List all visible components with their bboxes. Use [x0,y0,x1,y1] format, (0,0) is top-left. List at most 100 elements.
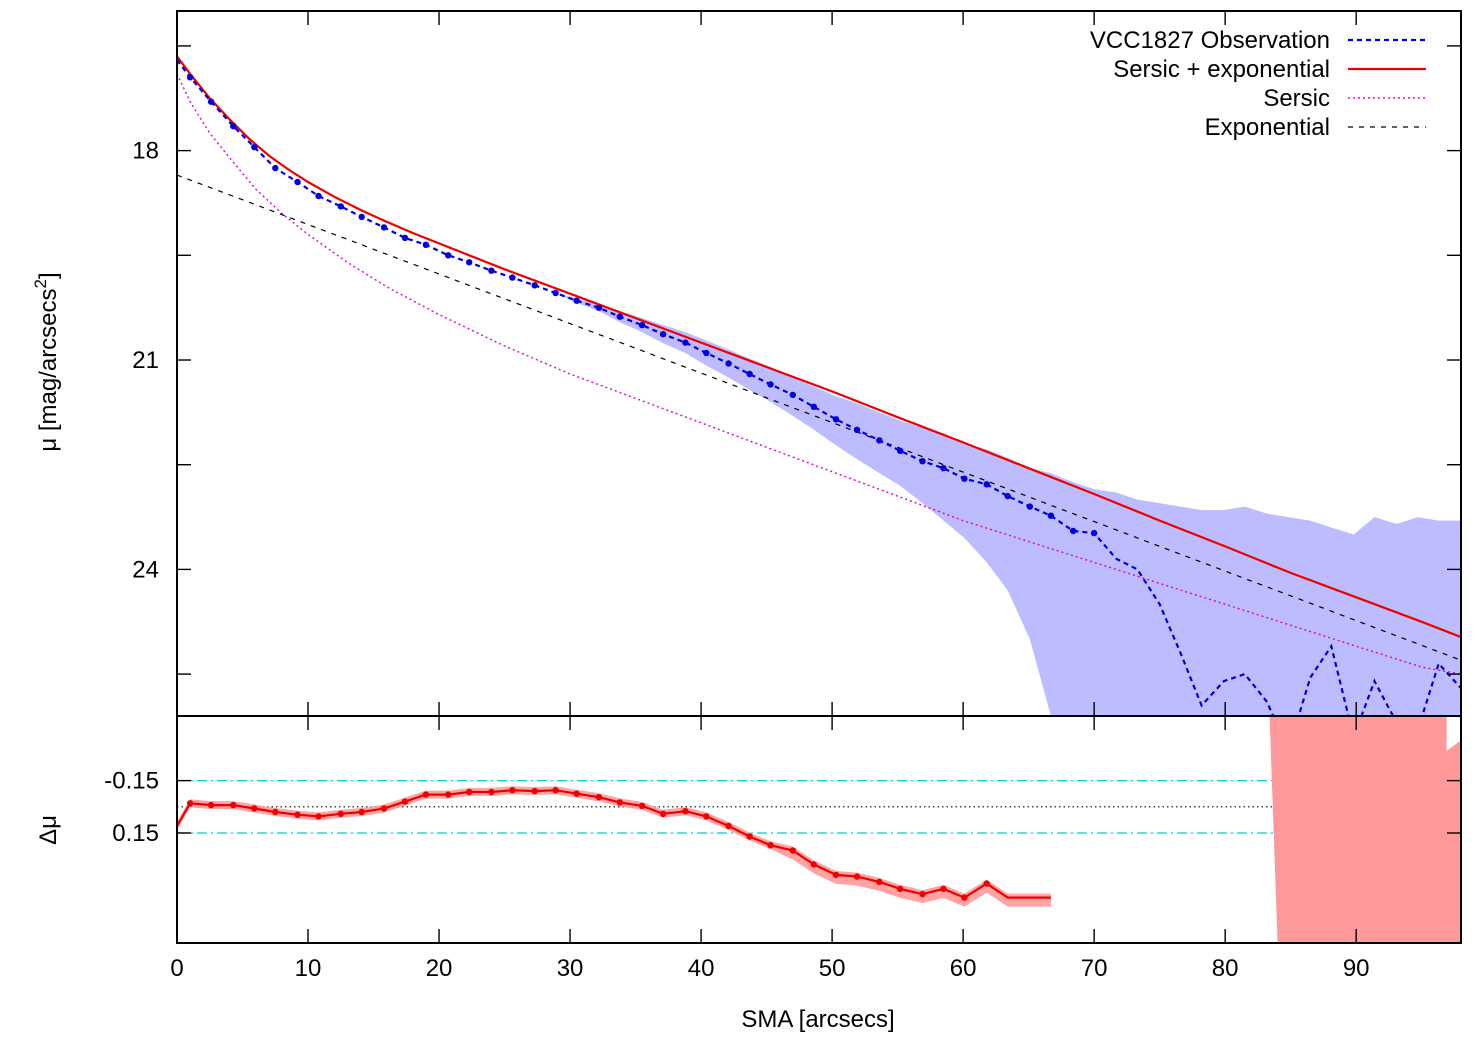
legend-label: VCC1827 Observation [1090,27,1330,54]
observation-point [961,475,968,482]
residual-y-axis-title: Δμ [35,815,62,845]
observation-point [767,381,774,388]
observation-point [337,203,344,210]
residual-point [853,873,861,880]
exponential-line [177,174,1461,661]
residual-point [380,805,388,812]
observation-point [919,458,926,465]
legend-label: Sersic [1263,85,1330,112]
x-tick-label: 50 [819,955,846,982]
observation-point [725,360,732,367]
observation-point [380,224,388,231]
observation-point [401,234,409,242]
observation-point [531,282,538,289]
main-y-tick-label: 18 [132,138,159,165]
observation-point [876,437,883,444]
residual-point [876,878,883,886]
observation-point [1004,492,1011,500]
observation-point [703,349,710,357]
residual-point [509,787,516,794]
observation-uncertainty-band [177,59,1461,716]
x-tick-label: 0 [170,955,183,982]
observation-point [186,74,194,81]
residual-point [552,787,559,794]
observation-point [832,416,840,423]
residual-point [294,811,301,818]
observation-point [509,274,516,281]
residual-point [810,861,817,868]
x-tick-label: 30 [557,955,584,982]
observation-point [853,426,861,433]
observation-point [488,267,495,274]
observation-point [638,321,646,329]
x-tick-label: 90 [1343,955,1370,982]
main-plot-area [177,55,1461,716]
legend-label: Exponential [1205,114,1330,141]
observation-point [294,178,301,186]
residual-plot-area [177,716,1461,943]
residual-line [177,789,1051,899]
x-axis-title: SMA [arcsecs] [741,1006,894,1033]
residual-point [488,788,495,796]
main-y-axis-title: μ [mag/arcsecs2] [31,272,62,451]
observation-point [983,481,990,488]
residual-point [746,833,753,840]
residual-point [767,842,774,849]
observation-point [1047,512,1055,519]
x-tick-label: 10 [295,955,322,982]
observation-point [897,447,904,454]
residual-point [186,800,194,807]
residual-point [466,788,473,796]
residual-point [422,791,430,798]
observation-point [251,143,258,151]
x-tick-label: 60 [950,955,977,982]
sersic-plus-exponential-line [177,55,1461,639]
observation-point [358,213,365,221]
sersic-line [177,73,1461,675]
observation-point [466,259,473,266]
residual-point [358,808,365,816]
residual-point [659,810,667,817]
observation-point [573,297,580,304]
legend-label: Sersic + exponential [1113,56,1330,83]
observation-point [682,339,689,346]
residual-point [573,790,580,797]
observation-point [940,465,947,472]
residual-point [789,847,796,854]
residual-point [230,801,237,809]
x-tick-label: 80 [1212,955,1239,982]
residual-y-tick-label: 0.15 [112,820,159,847]
observation-point [552,289,559,297]
observation-point [207,98,215,105]
residual-point [897,885,904,893]
observation-point [422,241,430,248]
x-tick-label: 70 [1081,955,1108,982]
observation-point [1070,527,1077,535]
observation-point [445,252,452,259]
residual-point [682,808,689,815]
residual-point [919,890,926,898]
residual-point [315,813,322,820]
observation-point [746,370,753,378]
residual-uncertainty-band [177,786,1051,907]
main-y-tick-label: 24 [132,556,159,583]
observation-point [595,304,603,311]
observation-point [272,164,279,172]
residual-point [595,794,603,801]
residual-plot-panel [176,715,1462,944]
residual-plot-frame [176,715,1462,944]
residual-point [531,787,538,795]
residual-point [832,871,840,879]
residual-point [725,822,732,830]
observation-point [1090,529,1098,537]
x-tick-label: 40 [688,955,715,982]
residual-point [401,798,409,805]
x-tick-label: 20 [426,955,453,982]
residual-y-tick-label: -0.15 [104,768,159,795]
residual-point [207,801,215,809]
residual-point [638,802,646,810]
residual-point [445,791,452,798]
residual-point [251,805,258,812]
